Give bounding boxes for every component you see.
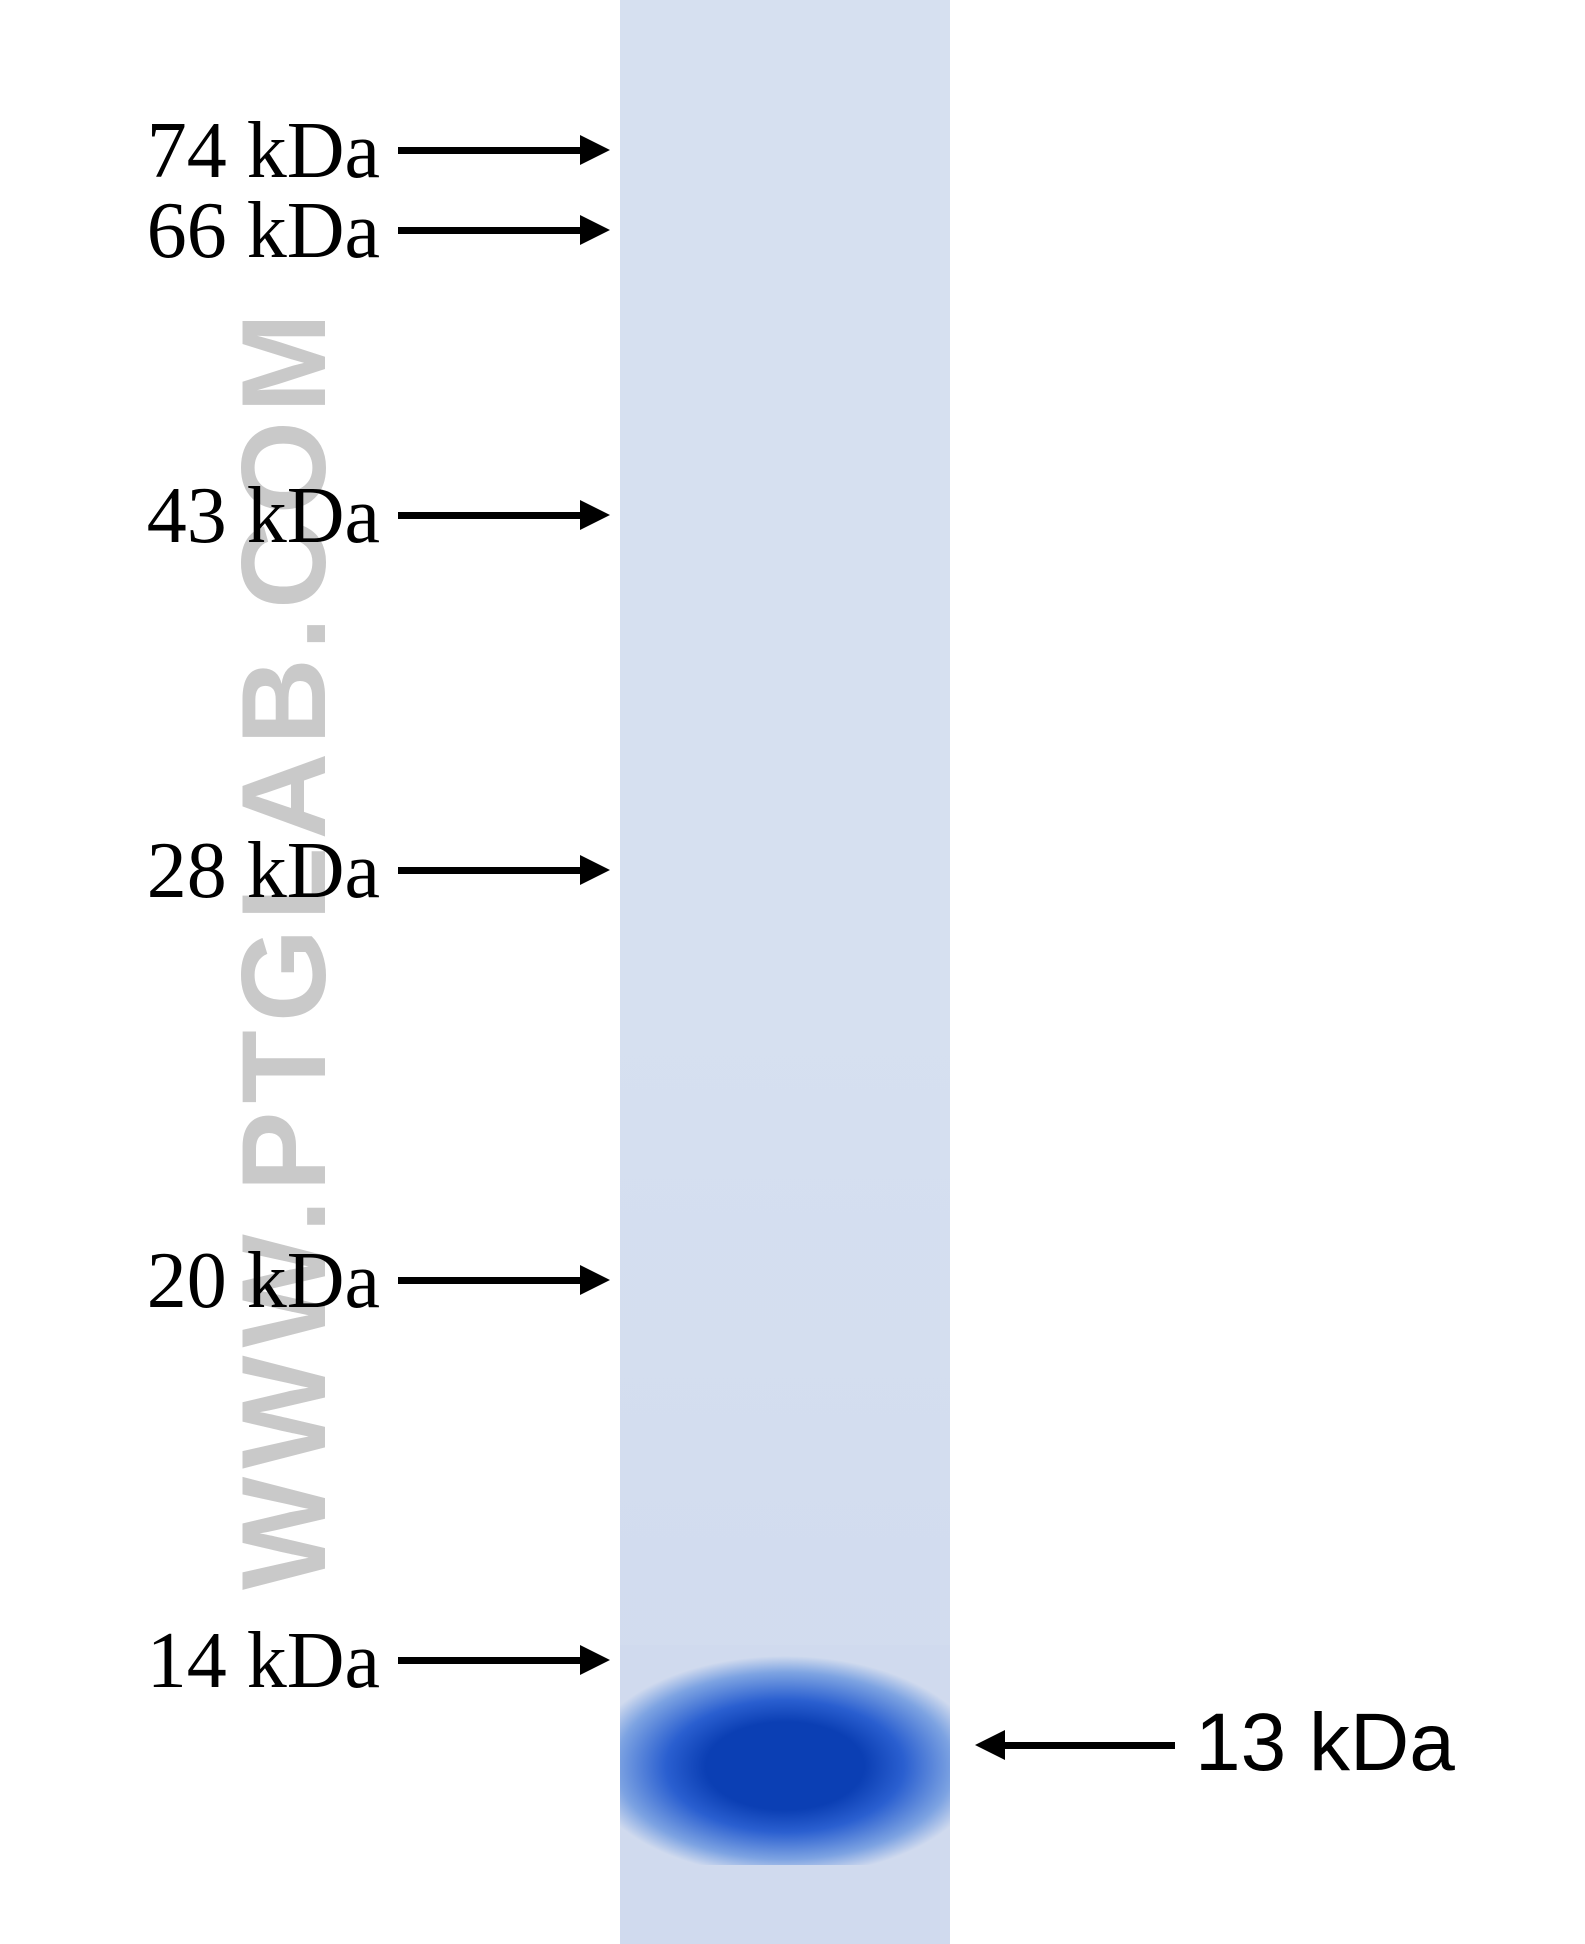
marker-arrow-head-1 bbox=[580, 215, 610, 245]
marker-arrow-line-4 bbox=[398, 1277, 580, 1284]
marker-label-4: 20 kDa bbox=[90, 1236, 380, 1327]
result-arrow-line bbox=[1005, 1742, 1175, 1749]
marker-label-0: 74 kDa bbox=[90, 106, 380, 197]
marker-label-2: 43 kDa bbox=[90, 471, 380, 562]
marker-arrow-line-3 bbox=[398, 867, 580, 874]
marker-label-1: 66 kDa bbox=[90, 186, 380, 277]
result-band-label: 13 kDa bbox=[1195, 1696, 1455, 1790]
protein-band bbox=[620, 1645, 950, 1865]
marker-label-5: 14 kDa bbox=[90, 1616, 380, 1707]
marker-arrow-line-5 bbox=[398, 1657, 580, 1664]
marker-arrow-head-2 bbox=[580, 500, 610, 530]
marker-arrow-line-1 bbox=[398, 227, 580, 234]
marker-label-3: 28 kDa bbox=[90, 826, 380, 917]
result-arrow-head bbox=[975, 1730, 1005, 1760]
marker-arrow-line-0 bbox=[398, 147, 580, 154]
marker-arrow-head-4 bbox=[580, 1265, 610, 1295]
marker-arrow-head-3 bbox=[580, 855, 610, 885]
marker-arrow-line-2 bbox=[398, 512, 580, 519]
marker-arrow-head-5 bbox=[580, 1645, 610, 1675]
marker-arrow-head-0 bbox=[580, 135, 610, 165]
